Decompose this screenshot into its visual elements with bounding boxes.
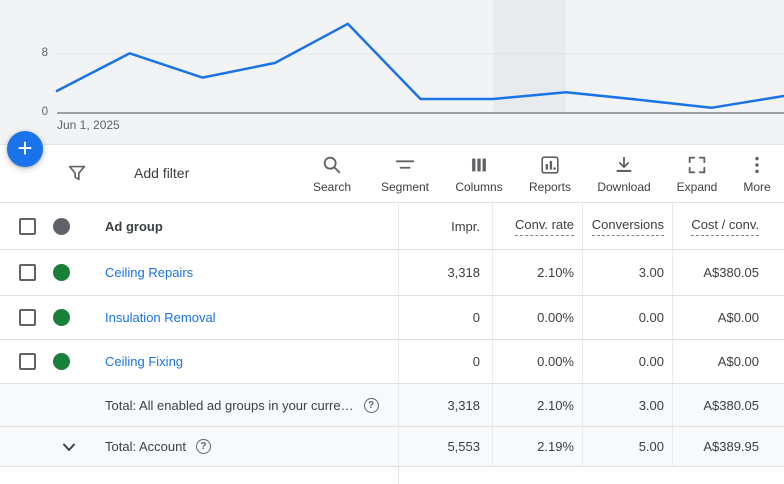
row-checkbox[interactable] <box>19 309 36 326</box>
more-vert-icon <box>755 156 759 174</box>
search-tool-button[interactable]: Search <box>297 154 367 194</box>
conversions-total: 5.00 <box>582 427 672 466</box>
plus-icon: + <box>17 133 33 163</box>
status-enabled-dot[interactable] <box>53 309 70 326</box>
total-enabled-row: Total: All enabled ad groups in your cur… <box>0 384 784 427</box>
ad-groups-table: Ad group Impr. Conv. rate Conversions Co… <box>0 203 784 484</box>
column-header-conversions[interactable]: Conversions <box>582 203 672 249</box>
impr-value: 0 <box>398 296 492 339</box>
adgroup-cell: Insulation Removal <box>0 296 398 339</box>
conversions-total: 3.00 <box>582 384 672 426</box>
adgroup-cell: Ceiling Fixing <box>0 340 398 383</box>
table-row: Ceiling Fixing 0 0.00% 0.00 A$0.00 <box>0 340 784 384</box>
conv-rate-value: 2.10% <box>492 250 582 295</box>
expand-tool-label: Expand <box>676 180 718 194</box>
impr-value: 0 <box>398 340 492 383</box>
segment-icon <box>395 160 415 169</box>
search-icon <box>323 156 341 174</box>
impr-value: 3,318 <box>398 250 492 295</box>
conv-rate-total: 2.19% <box>492 427 582 466</box>
conversions-value: 0.00 <box>582 296 672 339</box>
segment-tool-button[interactable]: Segment <box>370 154 440 194</box>
expand-icon <box>688 156 706 174</box>
expand-tool-button[interactable]: Expand <box>662 154 732 194</box>
column-header-conv-rate[interactable]: Conv. rate <box>492 203 582 249</box>
more-tool-label: More <box>743 180 771 194</box>
conv-rate-total: 2.10% <box>492 384 582 426</box>
table-header-row: Ad group Impr. Conv. rate Conversions Co… <box>0 203 784 250</box>
impr-total: 3,318 <box>398 384 492 426</box>
cost-per-conv-total: A$389.95 <box>672 427 784 466</box>
cost-per-conv-value: A$380.05 <box>672 250 784 295</box>
total-account-row: Total: Account ? 5,553 2.19% 5.00 A$389.… <box>0 427 784 467</box>
x-axis-date-label: Jun 1, 2025 <box>57 118 120 132</box>
table-row: Ceiling Repairs 3,318 2.10% 3.00 A$380.0… <box>0 250 784 296</box>
table-bottom-strip <box>0 467 784 484</box>
download-tool-button[interactable]: Download <box>589 154 659 194</box>
conv-rate-value: 0.00% <box>492 296 582 339</box>
row-checkbox[interactable] <box>19 353 36 370</box>
status-enabled-dot[interactable] <box>53 353 70 370</box>
status-enabled-dot[interactable] <box>53 264 70 281</box>
reports-tool-button[interactable]: Reports <box>515 154 585 194</box>
search-tool-label: Search <box>312 180 352 194</box>
segment-tool-label: Segment <box>380 180 430 194</box>
help-icon[interactable]: ? <box>195 439 211 454</box>
column-header-cost-per-conv[interactable]: Cost / conv. <box>672 203 784 249</box>
header-adgroup-cell: Ad group <box>0 203 398 249</box>
column-divider-stub <box>398 467 399 484</box>
columns-tool-label: Columns <box>455 180 503 194</box>
add-filter-label: Add filter <box>134 165 190 181</box>
filter-funnel-icon <box>68 165 86 181</box>
trend-line <box>55 22 784 110</box>
reports-tool-label: Reports <box>528 180 572 194</box>
help-icon[interactable]: ? <box>363 397 379 413</box>
add-new-fab-button[interactable]: + <box>7 131 43 167</box>
cost-per-conv-value: A$0.00 <box>672 340 784 383</box>
column-header-impr[interactable]: Impr. <box>398 203 492 249</box>
adgroup-link[interactable]: Insulation Removal <box>105 310 216 325</box>
status-legend-dot <box>53 217 70 235</box>
total-enabled-label: Total: All enabled ad groups in your cur… <box>105 397 354 413</box>
select-all-checkbox[interactable] <box>19 217 36 235</box>
cost-per-conv-value: A$0.00 <box>672 296 784 339</box>
row-checkbox[interactable] <box>19 264 36 281</box>
y-tick-8: 8 <box>41 47 48 59</box>
performance-chart: 8 0 Jun 1, 2025 <box>0 0 784 145</box>
total-account-label: Total: Account <box>105 439 186 454</box>
table-toolbar: Add filter Search Segment Columns <box>0 145 784 203</box>
add-filter-button[interactable]: Add filter <box>66 162 189 184</box>
table-row: Insulation Removal 0 0.00% 0.00 A$0.00 <box>0 296 784 340</box>
adgroup-link[interactable]: Ceiling Fixing <box>105 354 184 369</box>
conversions-value: 3.00 <box>582 250 672 295</box>
y-tick-0: 0 <box>41 106 48 118</box>
adgroup-cell: Ceiling Repairs <box>0 250 398 295</box>
more-tool-button[interactable]: More <box>727 154 784 194</box>
cost-per-conv-total: A$380.05 <box>672 384 784 426</box>
line-chart-canvas <box>55 0 784 114</box>
download-icon <box>616 156 632 173</box>
conversions-value: 0.00 <box>582 340 672 383</box>
adgroup-link[interactable]: Ceiling Repairs <box>105 265 194 280</box>
total-label-cell: Total: All enabled ad groups in your cur… <box>0 384 398 426</box>
total-label-cell: Total: Account ? <box>0 427 398 466</box>
chevron-down-icon[interactable] <box>60 438 78 456</box>
download-tool-label: Download <box>597 180 651 194</box>
impr-total: 5,553 <box>398 427 492 466</box>
conv-rate-value: 0.00% <box>492 340 582 383</box>
columns-icon <box>472 158 486 172</box>
column-header-adgroup[interactable]: Ad group <box>105 218 163 234</box>
columns-tool-button[interactable]: Columns <box>444 154 514 194</box>
reports-icon <box>541 156 559 174</box>
